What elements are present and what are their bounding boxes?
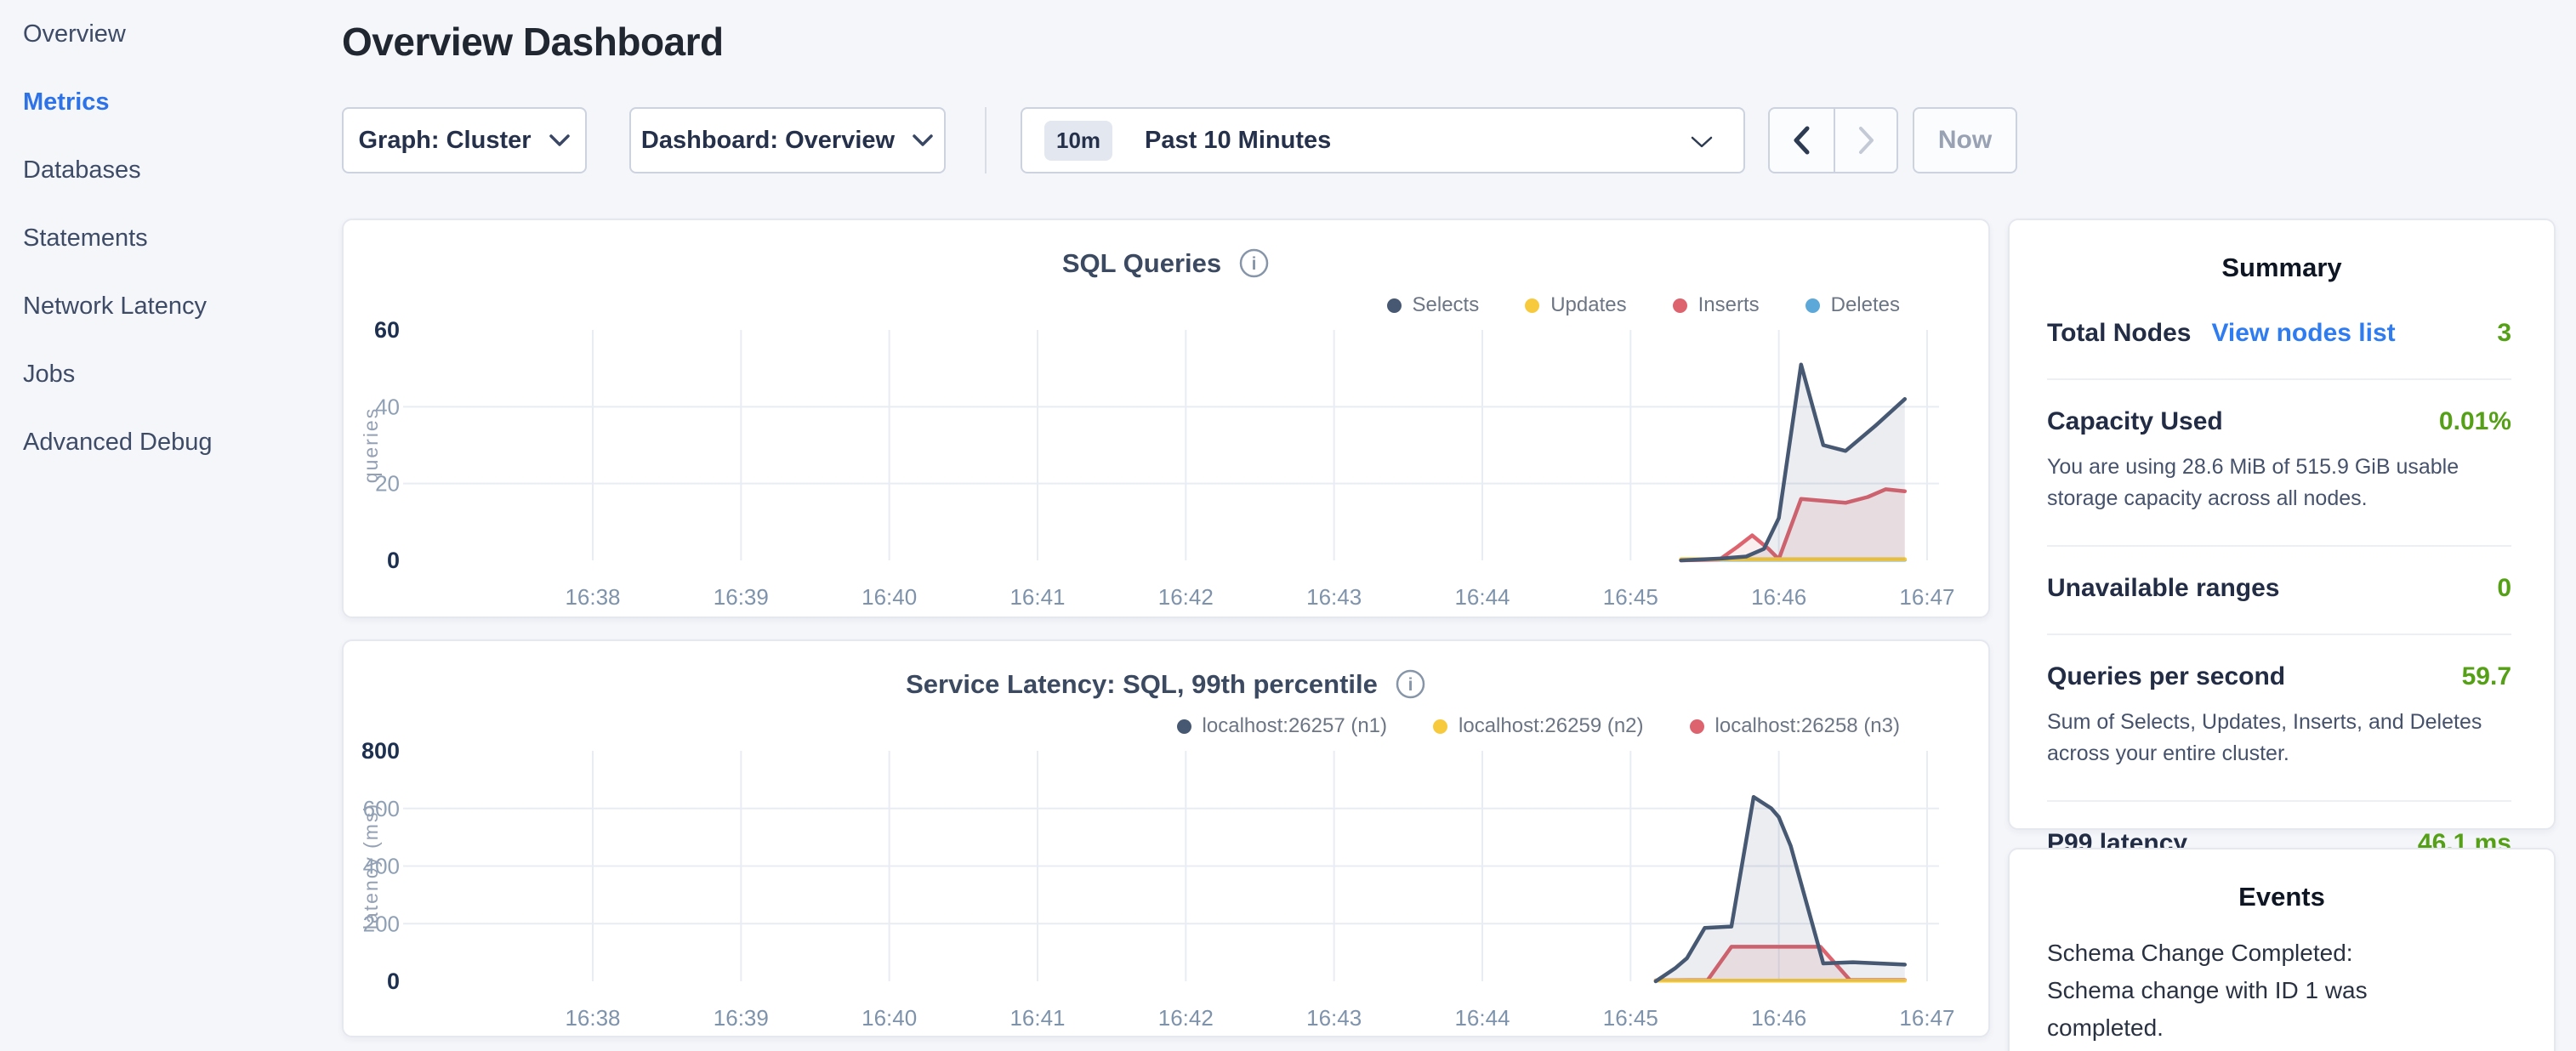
svg-text:16:44: 16:44 bbox=[1454, 1005, 1510, 1031]
svg-text:queries: queries bbox=[360, 407, 382, 483]
chevron-down-icon bbox=[1689, 134, 1714, 150]
svg-text:16:40: 16:40 bbox=[862, 584, 917, 610]
svg-text:0: 0 bbox=[387, 969, 400, 994]
sidebar-item-network-latency[interactable]: Network Latency bbox=[0, 272, 323, 340]
sidebar-item-statements[interactable]: Statements bbox=[0, 204, 323, 272]
summary-row-value: 59.7 bbox=[2462, 662, 2511, 691]
svg-text:16:45: 16:45 bbox=[1603, 584, 1658, 610]
time-range-badge: 10m bbox=[1044, 121, 1112, 161]
time-prev-button[interactable] bbox=[1770, 109, 1834, 172]
summary-row-label: Capacity Used bbox=[2047, 407, 2223, 436]
svg-text:16:45: 16:45 bbox=[1603, 1005, 1658, 1031]
summary-row-header: Unavailable ranges 0 bbox=[2047, 574, 2511, 603]
svg-text:16:42: 16:42 bbox=[1158, 584, 1214, 610]
summary-row-value: 0 bbox=[2497, 574, 2511, 603]
sidebar-item-jobs[interactable]: Jobs bbox=[0, 340, 323, 408]
now-button[interactable]: Now bbox=[1913, 107, 2017, 173]
svg-text:0: 0 bbox=[387, 548, 400, 573]
summary-row-value: 3 bbox=[2497, 319, 2511, 348]
svg-text:16:41: 16:41 bbox=[1009, 584, 1065, 610]
service-latency-chart-card: Service Latency: SQL, 99th percentileilo… bbox=[342, 639, 1990, 1037]
page-title: Overview Dashboard bbox=[342, 19, 724, 65]
summary-row-description: You are using 28.6 MiB of 515.9 GiB usab… bbox=[2047, 452, 2511, 514]
sidebar-item-overview[interactable]: Overview bbox=[0, 0, 323, 68]
summary-row: Capacity Used 0.01% You are using 28.6 MiB… bbox=[2047, 378, 2511, 545]
svg-text:16:39: 16:39 bbox=[714, 584, 769, 610]
summary-row: Queries per second 59.7 Sum of Selects, Up… bbox=[2047, 633, 2511, 800]
graph-scope-dropdown[interactable]: Graph: Cluster bbox=[342, 107, 587, 173]
summary-row-header: Queries per second 59.7 bbox=[2047, 662, 2511, 691]
sidebar-item-advanced-debug[interactable]: Advanced Debug bbox=[0, 408, 323, 476]
summary-card: Summary Total Nodes View nodes list 3 Capac… bbox=[2008, 219, 2556, 830]
svg-text:16:47: 16:47 bbox=[1899, 1005, 1954, 1031]
chevron-down-icon bbox=[549, 134, 571, 148]
svg-text:16:39: 16:39 bbox=[714, 1005, 769, 1031]
events-list: Schema Change Completed: Schema change w… bbox=[2010, 912, 2554, 1051]
svg-text:16:42: 16:42 bbox=[1158, 1005, 1214, 1031]
summary-rows: Total Nodes View nodes list 3 Capacity Used… bbox=[2010, 283, 2554, 889]
svg-text:16:47: 16:47 bbox=[1899, 584, 1954, 610]
graph-scope-label: Graph: Cluster bbox=[358, 127, 531, 155]
svg-text:16:46: 16:46 bbox=[1751, 1005, 1806, 1031]
summary-title: Summary bbox=[2010, 220, 2554, 283]
svg-text:16:40: 16:40 bbox=[862, 1005, 917, 1031]
summary-row-header: Capacity Used 0.01% bbox=[2047, 407, 2511, 436]
summary-row-description: Sum of Selects, Updates, Inserts, and De… bbox=[2047, 707, 2511, 770]
summary-row-label: Total Nodes bbox=[2047, 319, 2191, 348]
sidebar: OverviewMetricsDatabasesStatementsNetwor… bbox=[0, 0, 323, 1051]
sidebar-item-databases[interactable]: Databases bbox=[0, 136, 323, 204]
summary-row-value: 0.01% bbox=[2439, 407, 2511, 436]
view-nodes-list-link[interactable]: View nodes list bbox=[2211, 319, 2395, 348]
chevron-right-icon bbox=[1857, 125, 1875, 156]
summary-row: Unavailable ranges 0 bbox=[2047, 545, 2511, 633]
svg-text:16:46: 16:46 bbox=[1751, 584, 1806, 610]
summary-row-label: Queries per second bbox=[2047, 662, 2285, 691]
sql-queries-chart-card: SQL QueriesiSelectsUpdatesInsertsDeletes… bbox=[342, 219, 1990, 618]
chevron-left-icon bbox=[1792, 125, 1811, 156]
dashboard-dropdown-label: Dashboard: Overview bbox=[641, 127, 895, 155]
time-range-dropdown[interactable]: 10m Past 10 Minutes bbox=[1021, 107, 1745, 173]
event-item: Schema Change Completed: Schema change w… bbox=[2010, 912, 2554, 1051]
svg-text:16:44: 16:44 bbox=[1454, 584, 1510, 610]
dashboard-dropdown[interactable]: Dashboard: Overview bbox=[629, 107, 946, 173]
svg-text:800: 800 bbox=[361, 738, 400, 764]
event-text: Schema Change Completed: Schema change w… bbox=[2047, 935, 2447, 1047]
chart-plot-area[interactable]: 800600400200016:3816:3916:4016:4116:4216… bbox=[344, 641, 1988, 1037]
svg-text:16:43: 16:43 bbox=[1306, 584, 1362, 610]
summary-row-header: Total Nodes View nodes list 3 bbox=[2047, 319, 2511, 348]
events-title: Events bbox=[2010, 849, 2554, 912]
chart-plot-area[interactable]: 604020016:3816:3916:4016:4116:4216:4316:… bbox=[344, 220, 1988, 616]
svg-text:16:38: 16:38 bbox=[565, 1005, 620, 1031]
time-range-label: Past 10 Minutes bbox=[1145, 127, 1331, 155]
summary-row-label: Unavailable ranges bbox=[2047, 574, 2279, 603]
svg-text:60: 60 bbox=[374, 317, 400, 343]
summary-row: Total Nodes View nodes list 3 bbox=[2047, 292, 2511, 378]
sidebar-item-metrics[interactable]: Metrics bbox=[0, 68, 323, 136]
svg-text:16:41: 16:41 bbox=[1009, 1005, 1065, 1031]
chevron-down-icon bbox=[912, 134, 934, 148]
time-step-buttons bbox=[1768, 107, 1898, 173]
time-next-button[interactable] bbox=[1834, 109, 1897, 172]
svg-text:16:38: 16:38 bbox=[565, 584, 620, 610]
controls-divider bbox=[985, 107, 987, 173]
svg-text:latency (ms): latency (ms) bbox=[360, 803, 382, 929]
events-card: Events Schema Change Completed: Schema c… bbox=[2008, 848, 2556, 1051]
svg-text:16:43: 16:43 bbox=[1306, 1005, 1362, 1031]
